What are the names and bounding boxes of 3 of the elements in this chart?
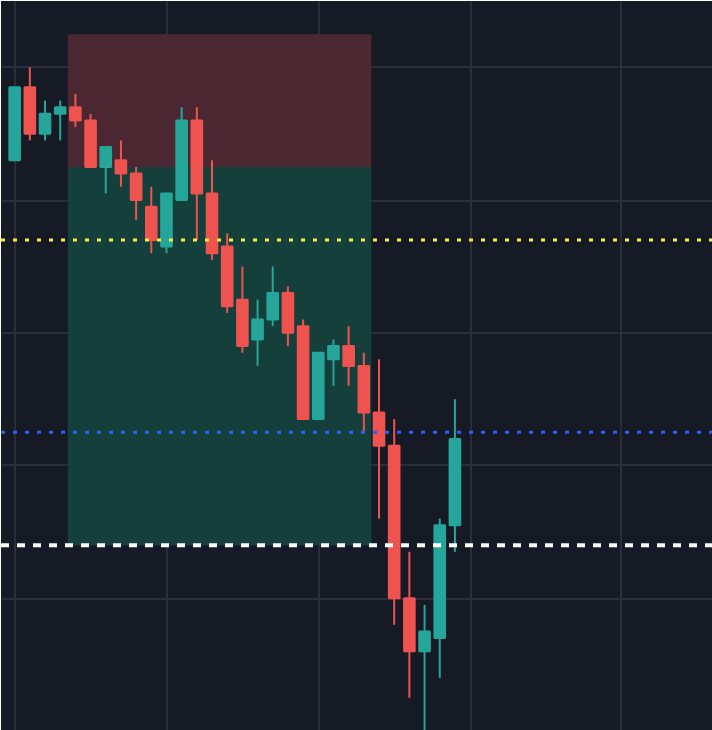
candlestick	[144, 185, 158, 255]
candlestick	[23, 66, 37, 142]
candlestick	[99, 146, 113, 195]
